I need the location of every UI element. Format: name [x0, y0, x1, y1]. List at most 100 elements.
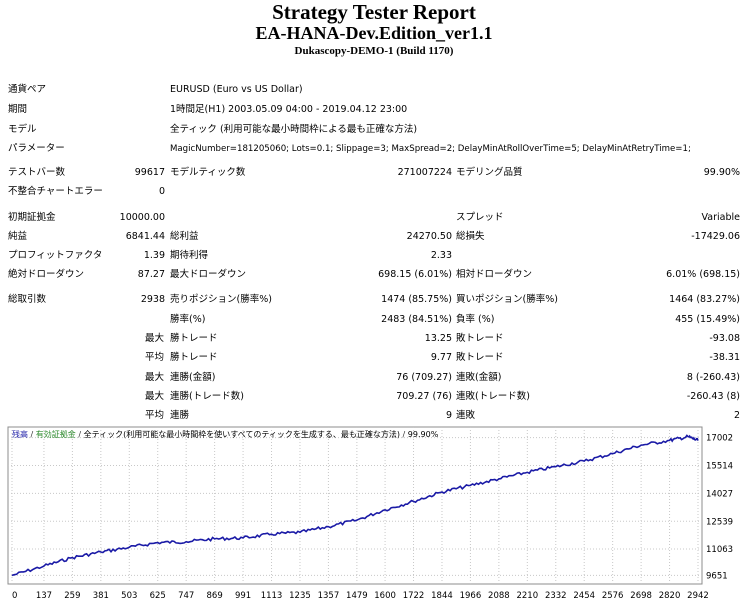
- x-tick-label: 2210: [516, 591, 538, 601]
- net-profit-value: 6841.44: [125, 231, 165, 242]
- info-label-symbol: 通貨ペア: [8, 84, 47, 95]
- y-tick-label: 15514: [706, 461, 733, 471]
- win-pct-value: 2483 (84.51%): [381, 314, 452, 325]
- chart-legend: 残高 / 有効証拠金 / 全ティック(利用可能な最小時間枠を使いすべてのティック…: [12, 429, 439, 439]
- x-tick-label: 2820: [659, 591, 681, 601]
- avg-loss-streak-label: 連敗: [456, 410, 476, 421]
- report-subtitle: EA-HANA-Dev.Edition_ver1.1: [255, 23, 493, 43]
- info-value-parameters: MagicNumber=181205060; Lots=0.1; Slippag…: [170, 144, 691, 154]
- net-profit-label: 純益: [8, 231, 28, 242]
- max-consec-money-prefix: 最大: [145, 372, 165, 383]
- consec-loss-money-label: 連敗(金額): [456, 372, 502, 383]
- total-trades-label: 総取引数: [8, 294, 47, 305]
- initial-deposit-value: 10000.00: [119, 212, 165, 223]
- x-tick-label: 2332: [545, 591, 567, 601]
- legend-sep1: /: [31, 430, 34, 439]
- gross-profit-value: 24270.50: [406, 231, 452, 242]
- model-ticks-label: モデルティック数: [170, 167, 246, 178]
- balance-chart-svg: 0 137 259 381 503 625 747 869 991 1113 1235 1357 147…: [7, 426, 733, 601]
- consec-loss-money-value: 8 (-260.43): [686, 372, 740, 383]
- abs-drawdown-value: 87.27: [137, 269, 165, 280]
- info-label-model: モデル: [8, 124, 37, 135]
- gross-loss-label: 総損失: [456, 231, 485, 242]
- initial-deposit-label: 初期証拠金: [8, 212, 56, 223]
- x-tick-label: 1844: [431, 591, 453, 601]
- x-tick-label: 137: [36, 591, 52, 601]
- profit-factor-label: プロフィットファクタ: [8, 250, 103, 261]
- loss-pct-label: 負率 (%): [456, 314, 495, 325]
- average-loss-value: -38.31: [709, 352, 740, 363]
- legend-margin: 有効証拠金: [36, 429, 76, 439]
- legend-sep2: /: [78, 430, 81, 439]
- y-tick-label: 11063: [706, 545, 733, 555]
- largest-prefix: 最大: [145, 333, 165, 344]
- x-tick-label: 1357: [318, 591, 340, 601]
- server-name: Dukascopy-DEMO-1 (Build 1170): [294, 45, 454, 57]
- x-tick-label: 2454: [573, 591, 595, 601]
- average-prefix: 平均: [145, 352, 165, 363]
- rel-drawdown-value: 6.01% (698.15): [666, 269, 740, 280]
- y-tick-label: 14027: [706, 489, 733, 499]
- max-drawdown-label: 最大ドローダウン: [170, 269, 247, 280]
- x-tick-label: 869: [207, 591, 223, 601]
- info-value-period: 1時間足(H1) 2003.05.09 04:00 - 2019.04.12 2…: [170, 104, 408, 115]
- info-value-model: 全ティック (利用可能な最小時間枠による最も正確な方法): [170, 124, 418, 135]
- x-tick-label: 2942: [687, 591, 709, 601]
- expected-payoff-value: 2.33: [430, 250, 452, 261]
- y-tick-label: 9651: [706, 571, 728, 581]
- info-label-period: 期間: [8, 104, 28, 115]
- x-tick-label: 381: [93, 591, 109, 601]
- x-tick-label: 1479: [346, 591, 368, 601]
- x-tick-label: 1235: [289, 591, 311, 601]
- long-positions-label: 買いポジション(勝率%): [456, 294, 558, 305]
- balance-chart: 0 137 259 381 503 625 747 869 991 1113 1235 1357 147…: [4, 426, 744, 603]
- x-tick-label: 1966: [460, 591, 482, 601]
- x-tick-label: 2698: [630, 591, 652, 601]
- chart-frame: [7, 426, 703, 585]
- expected-payoff-label: 期待利得: [170, 250, 209, 261]
- test-bars-value: 99617: [134, 167, 165, 178]
- info-label-parameters: パラメーター: [8, 143, 65, 154]
- x-tick-label: 747: [178, 591, 194, 601]
- total-trades-value: 2938: [140, 294, 165, 305]
- consec-loss-trades-value: -260.43 (8): [686, 391, 740, 402]
- consec-loss-trades-label: 連敗(トレード数): [456, 391, 530, 402]
- short-positions-label: 売りポジション(勝率%): [170, 294, 272, 305]
- x-tick-label: 991: [235, 591, 251, 601]
- consec-win-trades-value: 709.27 (76): [396, 391, 452, 402]
- short-positions-value: 1474 (85.75%): [381, 294, 452, 305]
- mismatch-label: 不整合チャートエラー: [8, 186, 103, 197]
- consec-win-money-value: 76 (709.27): [396, 372, 452, 383]
- avg-win-streak-value: 9: [445, 410, 452, 421]
- average-win-value: 9.77: [430, 352, 452, 363]
- x-axis-ticks: 0 137 259 381 503 625 747 869 991 1113 1235 1357 147…: [12, 591, 709, 601]
- x-tick-label: 259: [64, 591, 80, 601]
- rel-drawdown-label: 相対ドローダウン: [456, 269, 533, 280]
- avg-win-streak-label: 連勝: [170, 410, 190, 421]
- largest-win-label: 勝トレード: [170, 333, 218, 344]
- legend-sep3: /: [403, 430, 406, 439]
- legend-quality: 99.90%: [408, 430, 439, 439]
- x-tick-label: 503: [121, 591, 137, 601]
- avg-loss-streak-value: 2: [733, 410, 740, 421]
- max-consec-trades-prefix: 最大: [145, 391, 165, 402]
- legend-model: 全ティック(利用可能な最小時間枠を使いすべてのティックを生成する、最も正確な方法…: [84, 429, 400, 439]
- spread-value: Variable: [701, 212, 740, 223]
- balance-series-line: [11, 434, 699, 577]
- abs-drawdown-label: 絶対ドローダウン: [8, 269, 85, 280]
- x-tick-label: 1600: [374, 591, 396, 601]
- x-tick-label: 2088: [488, 591, 510, 601]
- x-tick-label: 1722: [403, 591, 425, 601]
- max-drawdown-value: 698.15 (6.01%): [378, 269, 452, 280]
- avg-streak-prefix: 平均: [145, 410, 165, 421]
- gross-loss-value: -17429.06: [691, 231, 740, 242]
- largest-loss-value: -93.08: [709, 333, 740, 344]
- report-title: Strategy Tester Report: [272, 0, 476, 24]
- consec-win-money-label: 連勝(金額): [170, 372, 216, 383]
- x-tick-label: 1113: [261, 591, 283, 601]
- x-tick-label: 0: [12, 591, 17, 601]
- y-tick-label: 17002: [706, 434, 733, 444]
- y-axis-ticks: 9651 11063 12539 14027 15514 17002: [706, 434, 733, 582]
- long-positions-value: 1464 (83.27%): [669, 294, 740, 305]
- x-tick-label: 625: [150, 591, 166, 601]
